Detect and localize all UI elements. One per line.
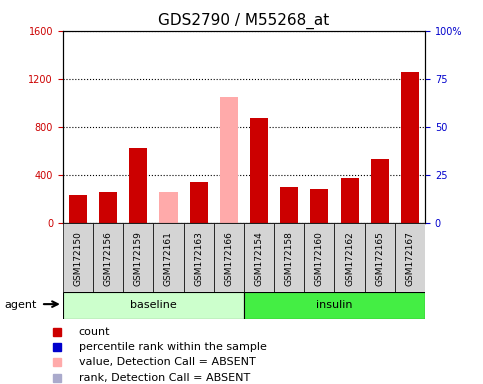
Bar [129,148,147,223]
Text: GSM172154: GSM172154 [255,231,264,286]
Bar [220,97,238,223]
Bar [99,192,117,223]
Bar [401,71,419,223]
Text: GSM172158: GSM172158 [284,231,294,286]
Text: GSM172165: GSM172165 [375,231,384,286]
Text: count: count [79,327,110,337]
Text: baseline: baseline [130,300,177,310]
Text: insulin: insulin [316,300,353,310]
Text: GSM172162: GSM172162 [345,231,354,286]
Text: agent: agent [5,300,37,310]
FancyBboxPatch shape [334,223,365,292]
Text: GSM172150: GSM172150 [73,231,83,286]
Text: GSM172159: GSM172159 [134,231,143,286]
FancyBboxPatch shape [63,292,244,319]
Bar [280,187,298,223]
Bar [159,192,178,223]
Text: GSM172163: GSM172163 [194,231,203,286]
Text: percentile rank within the sample: percentile rank within the sample [79,342,267,352]
Text: value, Detection Call = ABSENT: value, Detection Call = ABSENT [79,358,256,367]
Text: rank, Detection Call = ABSENT: rank, Detection Call = ABSENT [79,373,250,383]
FancyBboxPatch shape [184,223,213,292]
Text: GSM172167: GSM172167 [405,231,414,286]
FancyBboxPatch shape [395,223,425,292]
FancyBboxPatch shape [213,223,244,292]
Text: GSM172160: GSM172160 [315,231,324,286]
FancyBboxPatch shape [154,223,184,292]
FancyBboxPatch shape [93,223,123,292]
Bar [311,189,328,223]
Text: GSM172161: GSM172161 [164,231,173,286]
Bar [341,178,358,223]
Text: GSM172166: GSM172166 [224,231,233,286]
FancyBboxPatch shape [304,223,334,292]
Title: GDS2790 / M55268_at: GDS2790 / M55268_at [158,13,329,29]
FancyBboxPatch shape [365,223,395,292]
Text: GSM172156: GSM172156 [103,231,113,286]
FancyBboxPatch shape [244,223,274,292]
FancyBboxPatch shape [244,292,425,319]
FancyBboxPatch shape [274,223,304,292]
Bar [250,118,268,223]
Bar [371,159,389,223]
Bar [69,195,87,223]
FancyBboxPatch shape [63,223,93,292]
Bar [189,182,208,223]
FancyBboxPatch shape [123,223,154,292]
